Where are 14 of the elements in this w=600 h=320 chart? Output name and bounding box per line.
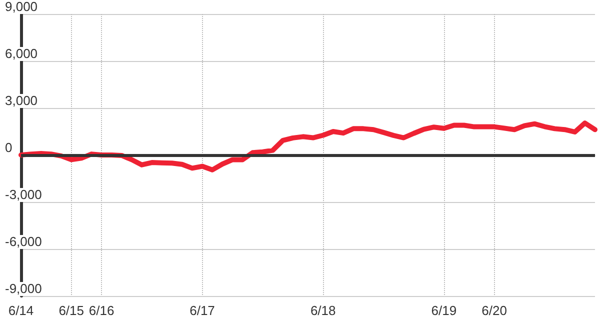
x-tick-label: 6/15	[58, 303, 84, 318]
y-tick-label: 9,000	[5, 0, 38, 14]
x-tick-label: 6/14	[8, 303, 34, 318]
y-tick-label: -9,000	[5, 281, 42, 296]
x-tick-label: 6/16	[88, 303, 114, 318]
y-tick-label: 0	[5, 140, 12, 155]
y-tick-label: 6,000	[5, 46, 38, 61]
x-tick-label: 6/19	[431, 303, 457, 318]
y-tick-label: -3,000	[5, 187, 42, 202]
y-tick-label: 3,000	[5, 93, 38, 108]
x-tick-label: 6/18	[310, 303, 336, 318]
x-tick-label: 6/17	[190, 303, 215, 318]
y-tick-label: -6,000	[5, 234, 42, 249]
x-tick-label: 6/20	[482, 303, 507, 318]
